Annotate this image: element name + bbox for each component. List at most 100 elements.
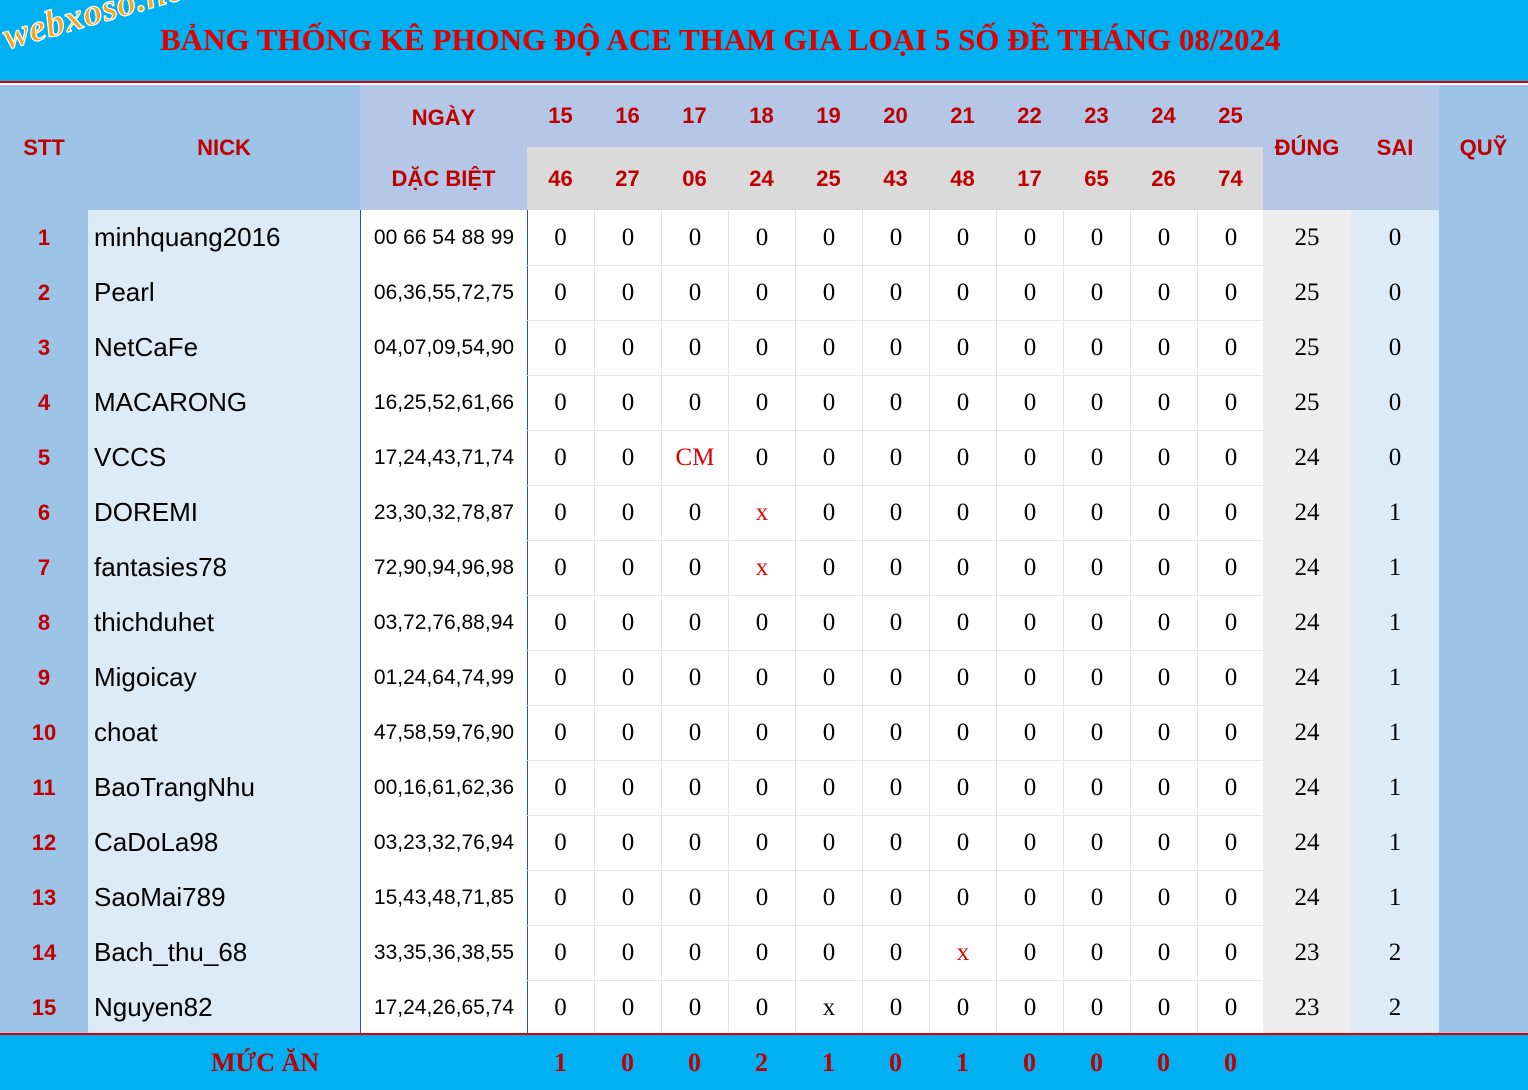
result-mark: 0 — [1197, 430, 1264, 485]
header-nick: NICK — [88, 85, 360, 210]
row-sai: 2 — [1388, 938, 1402, 966]
result-mark: 0 — [996, 760, 1063, 815]
result-mark: 0 — [1063, 980, 1130, 1035]
row-numbers: 33,35,36,38,55 — [373, 940, 515, 964]
row-divider — [527, 870, 1263, 871]
result-mark: 0 — [929, 705, 996, 760]
row-nick: thichduhet — [94, 607, 214, 637]
result-mark: 0 — [728, 210, 795, 265]
result-mark: 0 — [795, 595, 862, 650]
row-stt: 7 — [37, 554, 51, 580]
result-mark: 0 — [862, 980, 929, 1035]
footer-value: 0 — [688, 1048, 701, 1077]
result-mark: 0 — [1197, 650, 1264, 705]
result-mark: 0 — [594, 705, 661, 760]
result-mark: CM — [661, 430, 728, 485]
result-mark: 0 — [795, 265, 862, 320]
result-mark: 0 — [1130, 705, 1197, 760]
row-nick: choat — [94, 717, 158, 747]
result-mark: 0 — [795, 870, 862, 925]
special-number-header: 25 — [816, 165, 841, 191]
row-stt: 10 — [31, 719, 57, 745]
result-mark: 0 — [795, 540, 862, 595]
special-number-header: 17 — [1017, 165, 1042, 191]
row-nick: fantasies78 — [94, 552, 227, 582]
result-mark: 0 — [594, 430, 661, 485]
result-mark: 0 — [728, 650, 795, 705]
dung-column — [1263, 210, 1351, 1033]
header-stt: STT — [0, 85, 88, 210]
result-mark: 0 — [996, 265, 1063, 320]
result-mark: 0 — [1197, 980, 1264, 1035]
header-specials-band — [527, 147, 1263, 210]
result-mark: 0 — [1063, 595, 1130, 650]
row-sai: 1 — [1388, 608, 1402, 636]
result-mark: 0 — [862, 925, 929, 980]
special-number-header: 24 — [749, 165, 774, 191]
result-mark: 0 — [862, 540, 929, 595]
result-mark: 0 — [554, 608, 567, 636]
result-mark: 0 — [728, 815, 795, 870]
result-mark: 0 — [1197, 265, 1264, 320]
result-mark: 0 — [661, 705, 728, 760]
row-dung: 24 — [1294, 443, 1320, 471]
row-numbers: 04,07,09,54,90 — [373, 335, 515, 359]
row-nick: Nguyen82 — [94, 992, 213, 1022]
footer-value: 0 — [1224, 1048, 1237, 1077]
result-mark: 0 — [594, 760, 661, 815]
row-divider — [527, 265, 1263, 266]
row-sai: 0 — [1388, 388, 1402, 416]
result-mark: 0 — [795, 320, 862, 375]
result-mark: 0 — [1130, 980, 1197, 1035]
result-mark: 0 — [661, 210, 728, 265]
result-mark: 0 — [728, 320, 795, 375]
row-divider — [527, 925, 1263, 926]
result-mark: 0 — [728, 595, 795, 650]
result-mark: 0 — [929, 870, 996, 925]
result-mark: 0 — [1063, 650, 1130, 705]
result-mark: 0 — [554, 993, 567, 1021]
result-mark: 0 — [996, 540, 1063, 595]
row-stt: 8 — [37, 609, 51, 635]
row-numbers: 01,24,64,74,99 — [373, 665, 515, 689]
result-mark: 0 — [1197, 925, 1264, 980]
row-sai: 0 — [1388, 333, 1402, 361]
row-nick: minhquang2016 — [94, 222, 281, 252]
result-mark: 0 — [1197, 375, 1264, 430]
row-stt: 1 — [37, 224, 51, 250]
result-mark: 0 — [1063, 375, 1130, 430]
result-mark: 0 — [661, 815, 728, 870]
result-mark: 0 — [554, 938, 567, 966]
footer-bar — [0, 1033, 1528, 1090]
result-mark: 0 — [661, 265, 728, 320]
row-dung: 24 — [1294, 608, 1320, 636]
result-mark: 0 — [594, 870, 661, 925]
result-mark: 0 — [594, 375, 661, 430]
row-divider — [527, 705, 1263, 706]
result-mark: 0 — [1197, 320, 1264, 375]
result-mark: 0 — [1130, 485, 1197, 540]
row-divider — [527, 430, 1263, 431]
result-mark: 0 — [1063, 815, 1130, 870]
result-mark: 0 — [1130, 595, 1197, 650]
result-mark: 0 — [1063, 870, 1130, 925]
row-stt: 12 — [31, 829, 57, 855]
result-mark: 0 — [554, 553, 567, 581]
nick-column — [88, 210, 360, 1033]
header-days-band — [527, 85, 1263, 147]
result-mark: 0 — [1063, 540, 1130, 595]
result-mark: 0 — [862, 485, 929, 540]
result-mark: 0 — [862, 760, 929, 815]
result-mark: 0 — [554, 718, 567, 746]
result-mark: 0 — [1063, 320, 1130, 375]
header-quy: QUỸ — [1439, 85, 1528, 210]
row-numbers: 03,23,32,76,94 — [373, 830, 515, 854]
day-header: 18 — [749, 103, 774, 128]
result-mark: 0 — [594, 650, 661, 705]
footer-value: 0 — [1023, 1048, 1036, 1077]
row-numbers: 00 66 54 88 99 — [373, 225, 515, 249]
result-mark: 0 — [929, 540, 996, 595]
result-mark: 0 — [1063, 265, 1130, 320]
footer-value: 0 — [1157, 1048, 1170, 1077]
row-divider — [527, 540, 1263, 541]
